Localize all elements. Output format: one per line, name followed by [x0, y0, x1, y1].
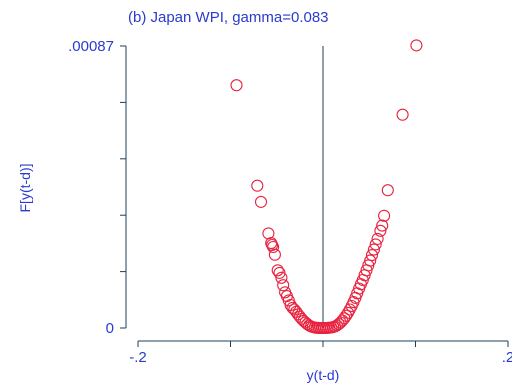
- data-point: [376, 219, 389, 232]
- data-point: [371, 232, 384, 245]
- data-point: [271, 264, 284, 277]
- data-point: [374, 224, 387, 237]
- y-axis: 0 .00087: [68, 38, 127, 337]
- x-tick-label: .2: [502, 349, 512, 366]
- data-point: [410, 39, 423, 52]
- data-point: [251, 179, 264, 192]
- data-point: [369, 238, 382, 251]
- data-point: [230, 79, 243, 92]
- data-point: [267, 240, 280, 254]
- data-point: [364, 254, 377, 267]
- y-tick-label: .00087: [68, 38, 114, 55]
- data-points: [230, 39, 423, 335]
- y-tick-label: 0: [106, 320, 114, 337]
- data-point: [273, 266, 286, 279]
- data-point: [277, 279, 290, 292]
- chart-title: (b) Japan WPI, gamma=0.083: [128, 9, 329, 26]
- data-point: [381, 184, 394, 197]
- data-point: [268, 248, 281, 261]
- data-point: [378, 209, 391, 222]
- data-point: [340, 309, 353, 322]
- data-point: [396, 108, 409, 121]
- x-tick-label: -.2: [129, 349, 147, 366]
- x-axis: -.2 .2: [129, 340, 512, 366]
- data-point: [275, 271, 288, 284]
- data-point: [365, 249, 379, 262]
- x-axis-label: y(t-d): [307, 367, 340, 383]
- data-point: [254, 195, 268, 208]
- data-point: [367, 243, 380, 256]
- y-axis-label: F[y(t-d)]: [17, 164, 33, 213]
